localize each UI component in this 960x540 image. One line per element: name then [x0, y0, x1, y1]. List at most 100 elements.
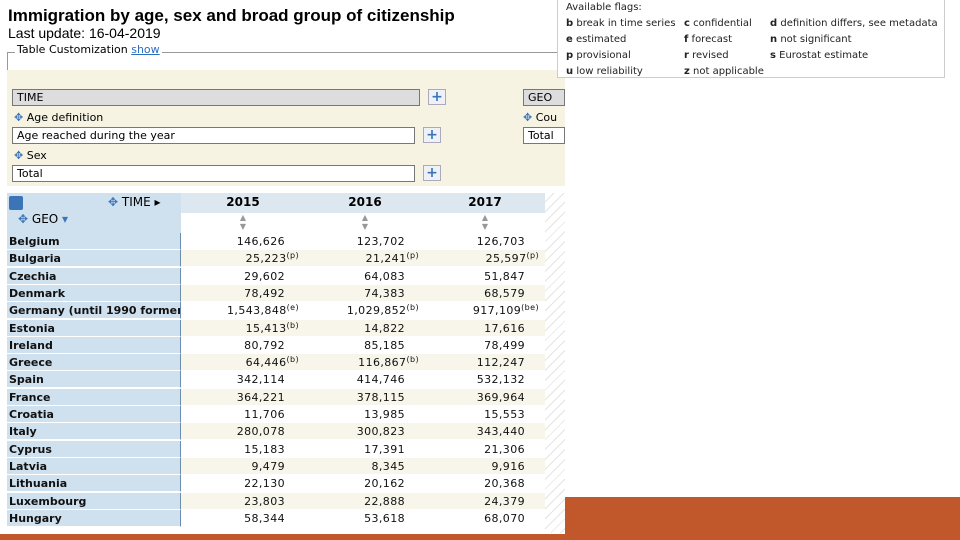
data-cell: 1,543,848(e)	[181, 302, 305, 320]
geo-cell: Hungary	[7, 509, 181, 527]
time-field[interactable]: TIME	[12, 89, 420, 106]
flag-item: c confidential	[684, 18, 752, 29]
cell-value: 80,792	[244, 338, 285, 352]
data-cell: 532,132	[425, 371, 545, 389]
corner-icon[interactable]	[9, 196, 23, 210]
cell-value: 25,597	[485, 252, 527, 266]
title: Immigration by age, sex and broad group …	[8, 6, 455, 25]
sex-text: Sex	[26, 149, 47, 162]
data-cell: 23,803	[181, 492, 305, 510]
flag-item: n not significant	[770, 34, 852, 45]
flag-code: n	[770, 34, 778, 45]
geo-cell: Lithuania	[7, 475, 181, 493]
year-header[interactable]: 2015	[181, 193, 306, 213]
cell-value: 343,440	[476, 425, 525, 439]
geo-cell: Latvia	[7, 457, 181, 475]
cell-value: 917,109	[472, 304, 522, 318]
age-select[interactable]: Age reached during the year	[12, 127, 415, 144]
flag-label: low reliability	[576, 66, 643, 77]
geo-cell: Czechia	[7, 267, 181, 285]
cell-value: 17,391	[364, 442, 405, 456]
geo-cell: Bulgaria	[7, 250, 181, 268]
cell-value: 68,070	[484, 511, 525, 525]
flag-code: b	[566, 18, 574, 29]
geo-cell: Greece	[7, 354, 181, 372]
data-cell: 414,746	[305, 371, 425, 389]
data-cell: 51,847	[425, 267, 545, 285]
data-cell: 14,822	[305, 319, 425, 337]
cell-value: 8,345	[371, 459, 405, 473]
data-cell: 9,479	[181, 457, 305, 475]
flag-label: definition differs, see metadata	[780, 18, 938, 29]
data-cell: 300,823	[305, 423, 425, 441]
customization-label: Table Customization show	[15, 43, 162, 56]
data-cell: 68,070	[425, 509, 545, 527]
data-cell: 112,247	[425, 354, 545, 372]
cell-value: 78,492	[244, 286, 285, 300]
data-cell: 53,618	[305, 509, 425, 527]
flag-item: d definition differs, see metadata	[770, 18, 938, 29]
add-button[interactable]: +	[428, 89, 446, 105]
cell-flag: (b)	[406, 303, 419, 313]
cell-value: 78,499	[484, 338, 525, 352]
sort-arrows[interactable]: ▲ ▼	[305, 213, 425, 235]
cell-value: 22,130	[244, 477, 285, 491]
data-cell: 25,223(p)	[181, 250, 305, 268]
geo-cell: Cyprus	[7, 440, 181, 458]
country-text: Cou	[535, 111, 558, 124]
data-cell: 126,703	[425, 233, 545, 250]
data-cell: 17,391	[305, 440, 425, 458]
cell-value: 280,078	[236, 425, 285, 439]
cell-value: 29,602	[244, 269, 285, 283]
cell-value: 68,579	[484, 286, 525, 300]
accent-strip	[0, 534, 565, 540]
data-cell: 24,379	[425, 492, 545, 510]
geo-cell: Luxembourg	[7, 492, 181, 510]
age-text: Age definition	[26, 111, 104, 124]
data-cell: 342,114	[181, 371, 305, 389]
geo-cell: Belgium	[7, 233, 181, 250]
cell-value: 64,083	[364, 269, 405, 283]
country-select[interactable]: Total	[523, 127, 565, 144]
cell-flag: (be)	[521, 303, 539, 313]
flag-item: s Eurostat estimate	[770, 50, 868, 61]
flag-item: b break in time series	[566, 18, 676, 29]
cell-value: 369,964	[476, 390, 525, 404]
cell-value: 13,985	[364, 408, 405, 421]
cell-value: 21,306	[484, 442, 525, 456]
cell-value: 23,803	[244, 494, 285, 508]
data-cell: 15,553	[425, 406, 545, 423]
table-corner	[7, 193, 182, 233]
flag-item: e estimated	[566, 34, 626, 45]
data-cell: 74,383	[305, 284, 425, 302]
sort-arrows[interactable]: ▲ ▼	[181, 213, 305, 235]
year-header[interactable]: 2016	[305, 193, 426, 213]
add-button[interactable]: +	[423, 127, 441, 143]
geo-cell: Ireland	[7, 336, 181, 354]
year-header[interactable]: 2017	[425, 193, 546, 213]
cell-value: 20,162	[364, 477, 405, 491]
show-link[interactable]: show	[131, 43, 160, 56]
geo-cell: Estonia	[7, 319, 181, 337]
add-button[interactable]: +	[423, 165, 441, 181]
flag-code: z	[684, 66, 690, 77]
data-cell: 22,888	[305, 492, 425, 510]
sort-arrows[interactable]: ▲ ▼	[425, 213, 545, 235]
flag-code: e	[566, 34, 573, 45]
cell-value: 85,185	[364, 338, 405, 352]
cell-flag: (p)	[406, 251, 419, 261]
geo-field[interactable]: GEO	[523, 89, 565, 106]
geo-text: GEO	[31, 212, 59, 226]
data-cell: 85,185	[305, 336, 425, 354]
data-cell: 1,029,852(b)	[305, 302, 425, 320]
cell-value: 532,132	[476, 373, 525, 387]
cell-value: 21,241	[365, 252, 407, 266]
data-cell: 58,344	[181, 509, 305, 527]
data-cell: 364,221	[181, 388, 305, 406]
cell-value: 146,626	[236, 235, 285, 248]
data-cell: 78,499	[425, 336, 545, 354]
flag-code: s	[770, 50, 776, 61]
data-cell: 13,985	[305, 406, 425, 423]
data-cell: 15,183	[181, 440, 305, 458]
sex-select[interactable]: Total	[12, 165, 415, 182]
